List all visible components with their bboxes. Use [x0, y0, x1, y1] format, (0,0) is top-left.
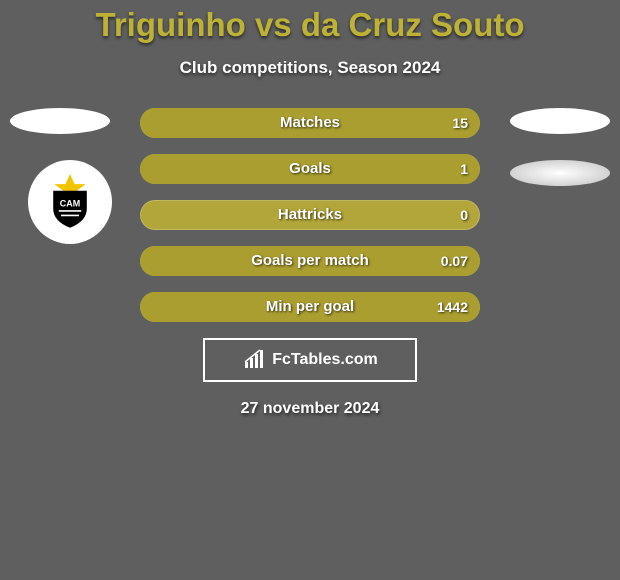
stat-bar-value: 1442 — [437, 292, 468, 322]
brand-text: FcTables.com — [272, 351, 378, 369]
stat-bar-label: Min per goal — [140, 292, 480, 322]
stat-bar-label: Goals — [140, 154, 480, 184]
stat-bar-label: Matches — [140, 108, 480, 138]
stat-bar-value: 0 — [460, 200, 468, 230]
comparison-card: Triguinho vs da Cruz Souto Club competit… — [0, 0, 620, 580]
stat-bar-value: 0.07 — [441, 246, 468, 276]
bar-chart-icon — [242, 348, 266, 372]
stats-stage: CAM Matches15 Goals1 Hattricks0 Goals per m… — [0, 108, 620, 322]
club-shield-icon: CAM — [42, 174, 98, 230]
snapshot-date: 27 november 2024 — [0, 400, 620, 418]
stat-bar-list: Matches15 Goals1 Hattricks0 Goals per match… — [140, 108, 480, 322]
stat-bar: Goals per match0.07 — [140, 246, 480, 276]
stat-bar-value: 15 — [452, 108, 468, 138]
page-title: Triguinho vs da Cruz Souto — [0, 0, 620, 44]
stat-bar: Hattricks0 — [140, 200, 480, 230]
page-subtitle: Club competitions, Season 2024 — [0, 58, 620, 78]
stat-bar-value: 1 — [460, 154, 468, 184]
club-badge-text: CAM — [60, 198, 80, 208]
stat-bar: Min per goal1442 — [140, 292, 480, 322]
stat-bar: Goals1 — [140, 154, 480, 184]
stat-bar-label: Hattricks — [140, 200, 480, 230]
stat-bar-label: Goals per match — [140, 246, 480, 276]
player-left-photo-placeholder — [10, 108, 110, 134]
stat-bar: Matches15 — [140, 108, 480, 138]
brand-box[interactable]: FcTables.com — [203, 338, 417, 382]
player-right-photo-placeholder — [510, 108, 610, 134]
player-left-club-badge: CAM — [28, 160, 112, 244]
player-right-club-placeholder — [510, 160, 610, 186]
